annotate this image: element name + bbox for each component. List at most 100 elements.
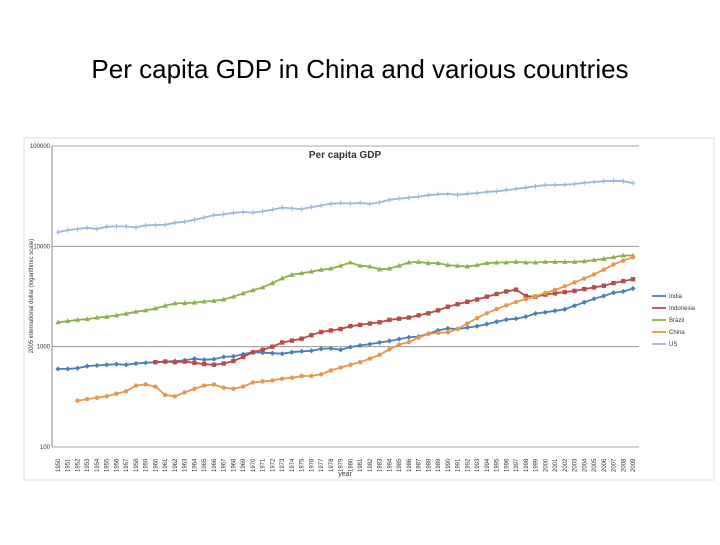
x-tick-label: 1977: [319, 458, 325, 472]
data-point: [279, 351, 285, 357]
x-tick-label: 1966: [212, 458, 218, 472]
data-point: [377, 339, 383, 346]
data-point: [260, 347, 265, 353]
data-point: [493, 319, 500, 325]
data-point: [581, 180, 587, 186]
data-point: [562, 289, 567, 295]
data-point: [172, 360, 178, 365]
x-tick-label: 1990: [446, 458, 452, 472]
data-point: [94, 362, 100, 369]
data-point: [465, 299, 470, 305]
data-point: [338, 326, 343, 332]
data-point: [611, 280, 616, 286]
x-tick-label: 1988: [426, 458, 432, 472]
data-point: [513, 287, 519, 292]
slide-title: Per capita GDP in China and various coun…: [91, 54, 628, 84]
data-point: [192, 386, 197, 392]
data-point: [153, 360, 158, 365]
data-point: [230, 353, 237, 359]
data-point: [84, 316, 90, 322]
data-point: [211, 356, 217, 362]
x-tick-label: 1998: [524, 458, 530, 472]
x-tick-label: 1999: [534, 458, 540, 472]
data-point: [377, 352, 382, 357]
data-point: [484, 189, 490, 195]
data-point: [74, 226, 80, 232]
data-point: [367, 263, 373, 269]
x-tick-label: 1976: [309, 458, 315, 472]
data-point: [406, 334, 412, 340]
data-point: [445, 262, 451, 268]
data-point: [377, 199, 383, 205]
data-point: [240, 354, 246, 360]
data-point: [182, 219, 188, 225]
data-point: [601, 178, 607, 184]
data-point: [386, 338, 392, 344]
data-point: [211, 212, 217, 218]
data-point: [425, 192, 431, 198]
data-point: [504, 289, 509, 294]
data-point: [191, 299, 198, 305]
data-point: [386, 265, 392, 271]
data-point: [231, 358, 236, 364]
x-tick-label: 1958: [134, 458, 140, 472]
data-point: [357, 360, 363, 365]
data-point: [84, 225, 90, 231]
x-tick-label: 1954: [95, 458, 101, 472]
data-point: [630, 180, 636, 186]
data-point: [221, 211, 227, 217]
x-tick-label: 2005: [592, 458, 598, 472]
data-point: [348, 323, 353, 329]
data-point: [94, 226, 100, 232]
data-point: [406, 195, 412, 201]
x-tick-label: 1965: [202, 458, 208, 472]
data-point: [123, 223, 129, 229]
data-point: [503, 187, 509, 193]
data-point: [484, 260, 490, 266]
data-point: [328, 345, 334, 352]
data-point: [445, 304, 451, 309]
data-point: [455, 326, 460, 332]
data-point: [201, 298, 207, 304]
data-point: [552, 287, 558, 293]
data-point: [406, 315, 412, 320]
data-point: [562, 284, 567, 289]
x-tick-label: 1995: [495, 458, 501, 472]
data-point: [503, 317, 509, 323]
data-point: [504, 303, 509, 308]
x-tick-label: 1991: [456, 458, 462, 472]
chart-frame: [23, 137, 715, 481]
data-point: [221, 354, 227, 360]
data-point: [523, 296, 528, 302]
data-point: [465, 321, 470, 326]
data-point: [221, 361, 226, 366]
x-tick-label: 2003: [573, 458, 579, 472]
data-point: [455, 302, 460, 307]
data-point: [270, 378, 275, 383]
x-tick-label: 2002: [563, 458, 569, 472]
data-point: [581, 299, 587, 305]
data-point: [591, 272, 597, 277]
x-tick-label: 2007: [612, 458, 618, 472]
data-point: [523, 293, 528, 299]
data-point: [201, 214, 207, 220]
data-point: [114, 391, 119, 396]
data-point: [309, 373, 314, 379]
data-point: [279, 275, 285, 281]
data-point: [464, 324, 470, 331]
data-point: [435, 260, 441, 266]
data-point: [84, 363, 90, 369]
x-tick-label: 2000: [543, 458, 549, 472]
x-tick-label: 1969: [241, 458, 247, 472]
data-point: [513, 259, 519, 264]
data-point: [630, 285, 636, 292]
data-point: [445, 330, 451, 335]
x-tick-label: 2004: [582, 458, 588, 472]
data-point: [630, 277, 636, 282]
data-point: [591, 296, 597, 302]
data-point: [133, 225, 139, 231]
data-point: [464, 191, 470, 197]
data-point: [182, 300, 188, 306]
data-point: [571, 259, 578, 264]
legend-label: India: [669, 294, 683, 300]
